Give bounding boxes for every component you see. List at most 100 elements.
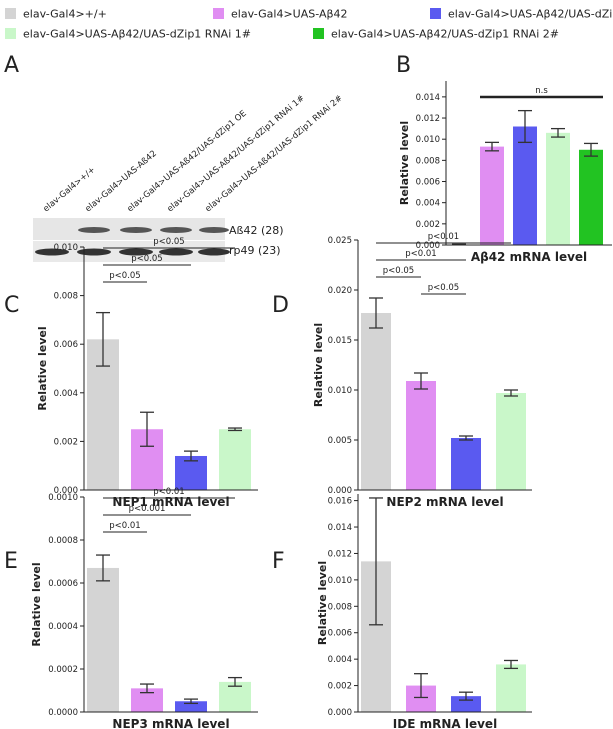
- bar: [513, 126, 537, 245]
- y-tick-label: 0.008: [416, 156, 440, 166]
- y-tick-label: 0.000: [328, 708, 352, 718]
- y-tick-label: 0.0010: [48, 493, 78, 503]
- panel-letter: A: [4, 53, 19, 78]
- y-tick-label: 0.006: [328, 629, 352, 639]
- y-tick-label: 0.004: [416, 199, 440, 209]
- band: [160, 227, 192, 233]
- y-tick-label: 0.010: [328, 576, 352, 586]
- bar: [496, 664, 526, 712]
- y-tick-label: 0.008: [328, 602, 352, 612]
- x-axis-label: Aβ42 mRNA level: [471, 250, 587, 264]
- significance-label: p<0.001: [129, 504, 166, 514]
- bar: [451, 696, 481, 712]
- significance-label: p<0.05: [109, 271, 140, 281]
- legend-swatch: [313, 28, 324, 39]
- y-tick-label: 0.012: [416, 114, 440, 124]
- bar: [579, 149, 603, 245]
- legend-swatch: [213, 8, 224, 19]
- gel: [33, 218, 230, 262]
- band: [78, 227, 110, 233]
- panel-letter: E: [4, 549, 18, 574]
- band: [198, 248, 230, 256]
- significance-label: p<0.01: [405, 249, 436, 259]
- bar: [451, 438, 481, 490]
- y-tick-label: 0.004: [328, 655, 352, 665]
- legend-label: elav-Gal4>UAS-Aβ42/UAS-dZip1 RNAi 1#: [23, 28, 251, 41]
- y-tick-label: 0.0002: [48, 665, 78, 675]
- band: [77, 248, 111, 256]
- y-tick-label: 0.0006: [48, 579, 78, 589]
- y-tick-label: 0.0008: [48, 536, 78, 546]
- band: [35, 248, 69, 256]
- y-tick-label: 0.010: [416, 135, 440, 145]
- y-axis-label: Relative level: [30, 562, 43, 646]
- significance-label: p<0.01: [428, 232, 459, 242]
- y-tick-label: 0.005: [328, 436, 352, 446]
- band: [159, 248, 193, 256]
- band: [120, 227, 152, 233]
- legend-swatch: [430, 8, 441, 19]
- significance-label: p<0.01: [153, 487, 184, 497]
- y-axis-label: Relative level: [398, 121, 411, 205]
- significance-label: p<0.05: [428, 283, 459, 293]
- y-tick-label: 0.000: [54, 486, 78, 496]
- bar: [546, 132, 570, 245]
- x-axis-label: NEP3 mRNA level: [112, 717, 229, 729]
- y-tick-label: 0.016: [328, 497, 352, 507]
- bar: [496, 393, 526, 490]
- band-label: Aß42 (28): [229, 224, 284, 237]
- x-axis-label: IDE mRNA level: [393, 717, 497, 729]
- y-tick-label: 0.006: [416, 178, 440, 188]
- y-tick-label: 0.000: [416, 241, 440, 251]
- band: [119, 248, 153, 256]
- y-tick-label: 0.020: [328, 286, 352, 296]
- y-tick-label: 0.000: [328, 486, 352, 496]
- band: [199, 227, 229, 233]
- panel-letter: F: [272, 549, 285, 574]
- significance-label: p<0.05: [131, 254, 162, 264]
- legend-label: elav-Gal4>+/+: [23, 8, 107, 21]
- significance-label: p<0.01: [109, 521, 140, 531]
- bar: [175, 701, 207, 712]
- x-axis-label: NEP2 mRNA level: [386, 495, 503, 509]
- bar: [131, 688, 163, 712]
- legend-label: elav-Gal4>UAS-Aβ42/UAS-dZip1 OE: [448, 8, 613, 21]
- y-axis-label: Relative level: [36, 326, 49, 410]
- y-tick-label: 0.0004: [48, 622, 78, 632]
- significance-label: p<0.05: [153, 237, 184, 247]
- bar: [219, 429, 251, 490]
- panel-letter: D: [272, 293, 289, 318]
- band-label: rp49 (23): [229, 244, 281, 257]
- legend-swatch: [5, 28, 16, 39]
- panel-letter: B: [396, 53, 411, 78]
- bar: [361, 313, 391, 490]
- y-tick-label: 0.010: [54, 243, 78, 253]
- legend-label: elav-Gal4>UAS-Aβ42: [231, 8, 348, 21]
- bar: [219, 681, 251, 712]
- y-tick-label: 0.002: [328, 682, 352, 692]
- bar: [480, 146, 504, 245]
- y-axis-label: Relative level: [316, 561, 329, 645]
- y-tick-label: 0.0000: [48, 708, 78, 718]
- panel-letter: C: [4, 293, 19, 318]
- y-tick-label: 0.025: [328, 236, 352, 246]
- y-tick-label: 0.010: [328, 386, 352, 396]
- y-tick-label: 0.002: [54, 437, 78, 447]
- y-tick-label: 0.015: [328, 336, 352, 346]
- significance-label: n.s: [535, 86, 548, 96]
- y-tick-label: 0.008: [54, 292, 78, 302]
- bar: [87, 567, 119, 712]
- significance-label: p<0.05: [383, 266, 414, 276]
- y-tick-label: 0.014: [416, 93, 440, 103]
- y-tick-label: 0.004: [54, 389, 78, 399]
- y-tick-label: 0.006: [54, 340, 78, 350]
- bar: [406, 381, 436, 490]
- y-axis-label: Relative level: [312, 323, 325, 407]
- y-tick-label: 0.012: [328, 549, 352, 559]
- y-tick-label: 0.002: [416, 220, 440, 230]
- bar: [175, 455, 207, 490]
- y-tick-label: 0.014: [328, 523, 352, 533]
- legend-label: elav-Gal4>UAS-Aβ42/UAS-dZip1 RNAi 2#: [331, 28, 559, 41]
- legend-swatch: [5, 8, 16, 19]
